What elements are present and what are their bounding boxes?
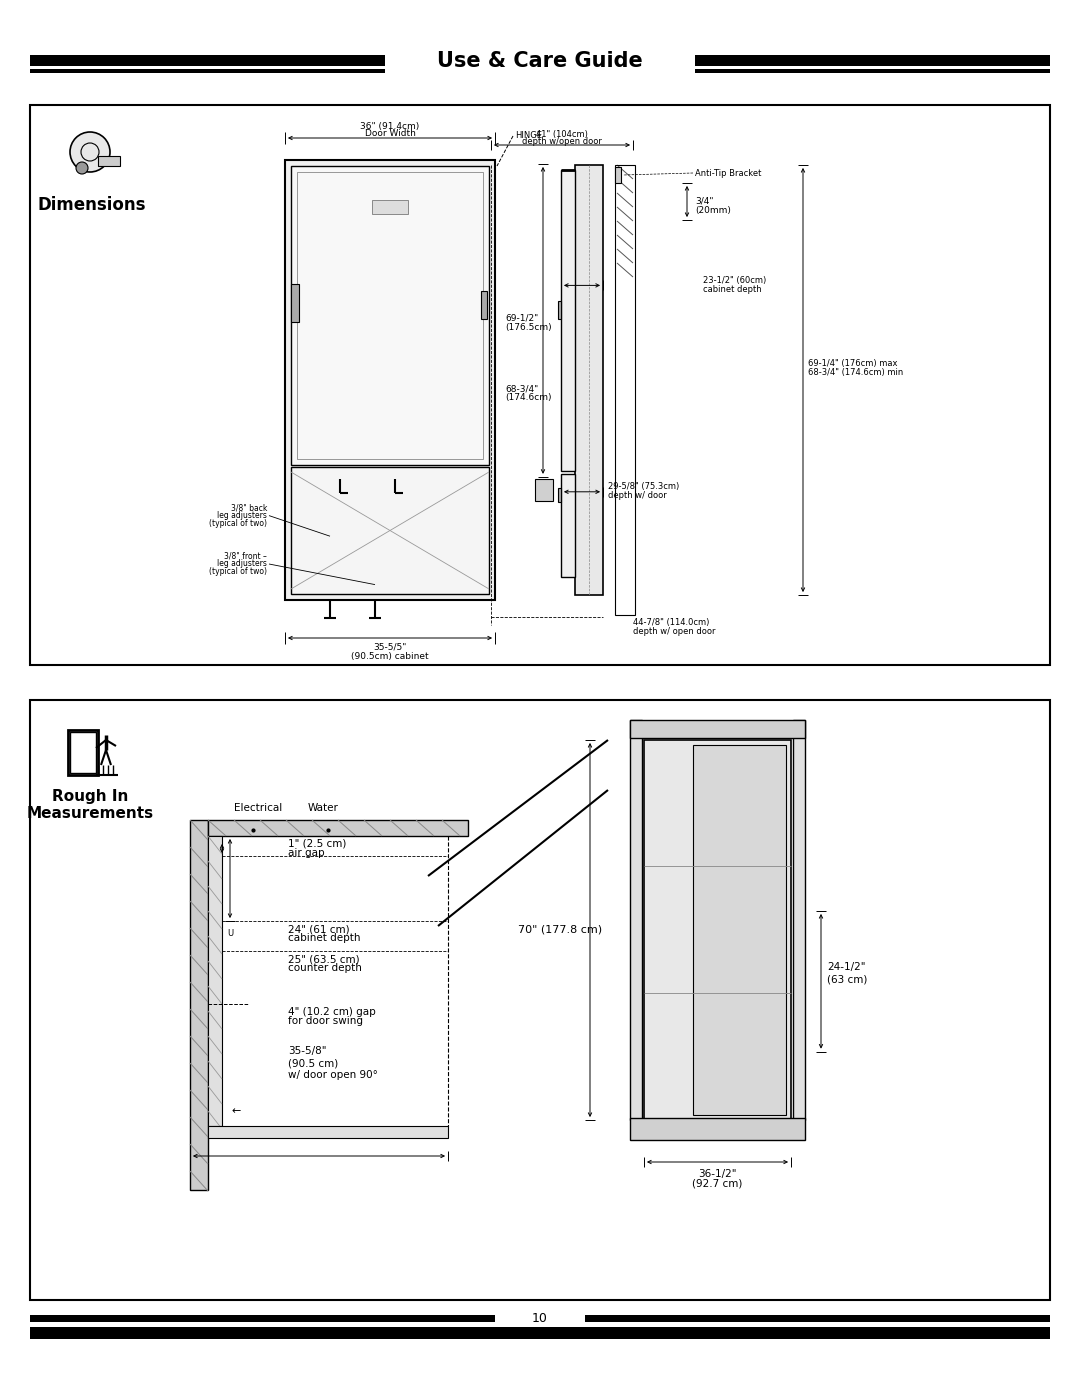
Bar (190, 820, 208, 1190)
Text: depth w/ door: depth w/ door (608, 492, 666, 500)
Text: 24-1/2": 24-1/2" (827, 963, 865, 972)
Text: (176.5cm): (176.5cm) (505, 323, 552, 332)
Text: 44-7/8" (114.0cm): 44-7/8" (114.0cm) (633, 619, 710, 627)
Text: (92.7 cm): (92.7 cm) (692, 1179, 742, 1189)
Text: 68-3/4": 68-3/4" (505, 384, 538, 394)
Bar (793, 719, 805, 1120)
Bar (693, 745, 786, 1115)
Text: (90.5cm) cabinet: (90.5cm) cabinet (351, 651, 429, 661)
Text: (63 cm): (63 cm) (827, 974, 867, 985)
Bar (297, 172, 483, 460)
Text: 1" (2.5 cm): 1" (2.5 cm) (288, 840, 347, 849)
Bar (30, 68, 384, 73)
Bar (30, 54, 384, 66)
Text: ←: ← (231, 1106, 241, 1116)
Text: Rough In
Measurements: Rough In Measurements (26, 789, 153, 821)
Bar (481, 291, 487, 319)
Text: 4" (10.2 cm) gap: 4" (10.2 cm) gap (288, 1007, 376, 1017)
Bar (630, 719, 642, 1120)
Bar (615, 168, 621, 183)
Bar (30, 1315, 495, 1322)
Text: HINGE: HINGE (515, 130, 542, 140)
Text: 35-5/8": 35-5/8" (288, 1046, 326, 1056)
Bar (30, 1327, 1050, 1338)
Bar (372, 200, 408, 214)
Text: 3/8" front –: 3/8" front – (225, 552, 267, 560)
Text: 29-5/8" (75.3cm): 29-5/8" (75.3cm) (608, 482, 679, 492)
Text: 36" (91.4cm): 36" (91.4cm) (361, 122, 420, 130)
Text: 69-1/4" (176cm) max: 69-1/4" (176cm) max (808, 359, 897, 367)
Bar (208, 1126, 448, 1139)
Text: for door swing: for door swing (288, 1016, 363, 1025)
Circle shape (102, 729, 110, 738)
Circle shape (70, 131, 110, 172)
Text: Water: Water (308, 803, 338, 813)
Text: U: U (227, 929, 233, 937)
Bar (585, 1315, 1050, 1322)
Bar (70, 732, 96, 773)
Text: depth w/ open door: depth w/ open door (633, 627, 715, 637)
Text: cabinet depth: cabinet depth (288, 933, 361, 943)
Text: Electrical: Electrical (234, 803, 282, 813)
Bar (291, 467, 489, 594)
Bar (630, 719, 805, 738)
Text: (typical of two): (typical of two) (210, 520, 267, 528)
Text: counter depth: counter depth (288, 963, 362, 972)
Bar (696, 68, 1050, 73)
Text: leg adjusters: leg adjusters (217, 511, 267, 520)
Text: (20mm): (20mm) (696, 207, 731, 215)
Text: w/ door open 90°: w/ door open 90° (288, 1070, 378, 1080)
Text: 35-5/5": 35-5/5" (374, 643, 407, 651)
Bar (98, 156, 120, 166)
Text: Door Width: Door Width (365, 130, 416, 138)
Bar (291, 284, 299, 321)
Text: 41" (104cm): 41" (104cm) (536, 130, 588, 138)
Text: depth w/open door: depth w/open door (522, 137, 602, 147)
Text: 3/4": 3/4" (696, 197, 714, 205)
Text: (174.6cm): (174.6cm) (505, 394, 552, 402)
Bar (561, 170, 575, 471)
Text: 36-1/2": 36-1/2" (698, 1169, 737, 1179)
Text: leg adjusters: leg adjusters (217, 560, 267, 569)
Bar (208, 835, 222, 1126)
Bar (644, 740, 791, 1120)
Text: cabinet depth: cabinet depth (703, 285, 761, 293)
Circle shape (76, 162, 87, 175)
Text: Dimensions: Dimensions (38, 196, 146, 214)
Text: 25" (63.5 cm): 25" (63.5 cm) (288, 954, 360, 964)
Text: Anti-Tip Bracket: Anti-Tip Bracket (696, 169, 761, 177)
Bar (558, 488, 561, 502)
Text: air gap: air gap (288, 848, 325, 858)
Bar (558, 300, 561, 319)
Bar (575, 165, 603, 595)
Bar (30, 700, 1050, 1301)
Bar (696, 54, 1050, 66)
Text: 70" (177.8 cm): 70" (177.8 cm) (518, 925, 602, 935)
Text: Use & Care Guide: Use & Care Guide (437, 52, 643, 71)
Bar (291, 166, 489, 465)
Text: 23-1/2" (60cm): 23-1/2" (60cm) (703, 275, 766, 285)
Bar (68, 731, 98, 775)
Bar (535, 479, 553, 502)
Text: (90.5 cm): (90.5 cm) (288, 1058, 338, 1067)
Bar (208, 820, 468, 835)
Bar (285, 161, 495, 599)
Text: 10: 10 (532, 1312, 548, 1324)
Bar (630, 1118, 805, 1140)
Text: 24" (61 cm): 24" (61 cm) (288, 923, 350, 935)
Text: 3/8" back: 3/8" back (231, 503, 267, 513)
Bar (561, 474, 575, 577)
Text: (typical of two): (typical of two) (210, 567, 267, 577)
Text: 68-3/4" (174.6cm) min: 68-3/4" (174.6cm) min (808, 367, 903, 377)
Text: 69-1/2": 69-1/2" (505, 314, 538, 323)
Circle shape (603, 483, 619, 499)
Bar (615, 165, 635, 615)
Bar (30, 105, 1050, 665)
